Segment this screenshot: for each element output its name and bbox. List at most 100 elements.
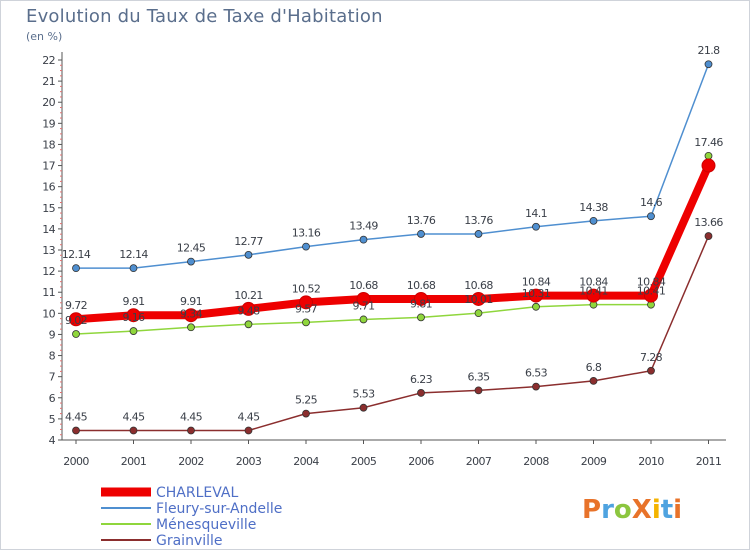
data-label-grainville: 6.23 <box>410 373 433 386</box>
y-tick-label: 4 <box>49 434 56 447</box>
data-point-grainville <box>302 409 310 418</box>
data-point-grainville <box>417 389 425 397</box>
x-tick-label: 2003 <box>236 455 262 468</box>
data-label-menesqueville: 9.48 <box>237 304 260 317</box>
data-label-fleury-sur-andelle: 13.49 <box>349 220 378 233</box>
proxiti-logo: ProXiti <box>582 495 682 525</box>
legend: CHARLEVALFleury-sur-AndelleMénesqueville… <box>101 485 282 549</box>
data-label-fleury-sur-andelle: 12.14 <box>119 248 148 261</box>
y-tick-label: 17 <box>42 160 55 173</box>
y-tick-label: 13 <box>42 244 55 257</box>
data-label-menesqueville: 9.57 <box>295 302 318 315</box>
legend-label: Ménesqueville <box>156 517 256 533</box>
series-points <box>69 60 716 435</box>
data-point-menesqueville <box>359 315 368 324</box>
data-point-charleval <box>69 312 83 327</box>
data-label-charleval: 10.68 <box>407 279 436 292</box>
data-point-menesqueville <box>72 330 80 338</box>
y-tick-label: 18 <box>42 138 55 151</box>
data-point-charleval <box>184 308 198 323</box>
data-label-menesqueville: 9.34 <box>180 307 203 320</box>
y-tick-label: 15 <box>42 202 55 215</box>
y-tick-label: 9 <box>49 328 56 341</box>
data-label-fleury-sur-andelle: 13.16 <box>292 227 321 240</box>
data-point-menesqueville <box>704 151 713 160</box>
data-point-fleury-sur-andelle <box>647 212 655 221</box>
data-point-charleval <box>414 291 428 306</box>
data-point-menesqueville <box>302 318 310 327</box>
x-tick-label: 2006 <box>408 455 434 468</box>
data-point-charleval <box>644 288 658 303</box>
data-label-grainville: 6.8 <box>586 361 602 374</box>
x-tick-label: 2008 <box>523 455 549 468</box>
y-tick-label: 19 <box>42 117 55 130</box>
data-point-menesqueville <box>244 320 253 329</box>
data-label-grainville: 4.45 <box>65 411 88 424</box>
data-label-charleval: 10.84 <box>579 276 608 289</box>
data-point-fleury-sur-andelle <box>417 230 425 238</box>
data-point-charleval <box>529 288 543 303</box>
y-tick-label: 14 <box>42 223 55 236</box>
x-tick-label: 2004 <box>293 455 319 468</box>
legend-label: Fleury-sur-Andelle <box>156 501 282 517</box>
data-point-charleval <box>471 291 486 306</box>
data-point-grainville <box>244 426 253 435</box>
y-tick-label: 10 <box>42 307 55 320</box>
x-tick-label: 2000 <box>63 455 89 468</box>
data-point-charleval <box>241 301 256 316</box>
data-point-menesqueville <box>474 309 483 318</box>
data-point-grainville <box>359 403 368 412</box>
data-point-fleury-sur-andelle <box>589 216 598 225</box>
data-point-grainville <box>474 386 483 395</box>
data-label-menesqueville: 9.81 <box>410 297 432 310</box>
data-point-charleval <box>126 308 141 323</box>
y-tick-label: 6 <box>49 392 56 405</box>
data-point-fleury-sur-andelle <box>532 222 540 231</box>
data-label-grainville: 4.45 <box>122 411 145 424</box>
data-point-fleury-sur-andelle <box>302 242 310 251</box>
data-label-fleury-sur-andelle: 14.1 <box>525 207 547 220</box>
y-axis-label: (en %) <box>26 30 63 43</box>
data-label-charleval: 10.84 <box>522 276 551 289</box>
x-tick-label: 2002 <box>178 455 204 468</box>
data-point-charleval <box>356 291 371 306</box>
data-point-menesqueville <box>532 302 540 311</box>
data-point-menesqueville <box>187 323 195 332</box>
x-tick-label: 2007 <box>466 455 492 468</box>
data-point-grainville <box>72 426 80 435</box>
legend-label: Grainville <box>156 533 223 549</box>
data-label-menesqueville: 10.41 <box>637 285 666 298</box>
data-point-fleury-sur-andelle <box>72 264 80 273</box>
data-label-grainville: 6.35 <box>467 370 490 383</box>
y-tick-label: 12 <box>42 265 55 278</box>
y-tick-label: 11 <box>42 286 55 299</box>
x-tick-label: 2001 <box>121 455 147 468</box>
data-label-fleury-sur-andelle: 12.77 <box>234 235 263 248</box>
y-tick-label: 16 <box>42 181 55 194</box>
data-point-grainville <box>647 366 655 375</box>
data-label-menesqueville: 17.46 <box>694 136 723 149</box>
data-label-menesqueville: 10.41 <box>579 285 608 298</box>
data-label-charleval: 10.52 <box>292 282 321 295</box>
y-tick-label: 20 <box>42 96 55 109</box>
data-label-fleury-sur-andelle: 12.45 <box>177 242 206 255</box>
data-label-fleury-sur-andelle: 21.8 <box>697 44 720 57</box>
data-label-fleury-sur-andelle: 13.76 <box>464 214 493 227</box>
y-tick-label: 5 <box>49 413 56 426</box>
data-label-menesqueville: 10.01 <box>464 293 493 306</box>
data-label-menesqueville: 9.16 <box>122 311 145 324</box>
series-line-menesqueville <box>75 155 710 335</box>
data-point-fleury-sur-andelle <box>474 230 483 238</box>
series-line-charleval <box>72 161 713 324</box>
series-line-grainville <box>75 235 710 432</box>
data-label-menesqueville: 9.71 <box>352 299 374 312</box>
data-label-grainville: 5.53 <box>352 388 375 401</box>
y-tick-label: 21 <box>42 75 55 88</box>
data-label-charleval: 10.68 <box>349 279 378 292</box>
logo-text: ProXiti <box>582 495 682 525</box>
data-point-fleury-sur-andelle <box>129 264 138 273</box>
axes: 4 5 6 7 8 9 10 11 12 13 14 15 16 17 18 19 20 21 22 2000 2001… <box>42 52 726 468</box>
data-point-fleury-sur-andelle <box>704 60 713 69</box>
